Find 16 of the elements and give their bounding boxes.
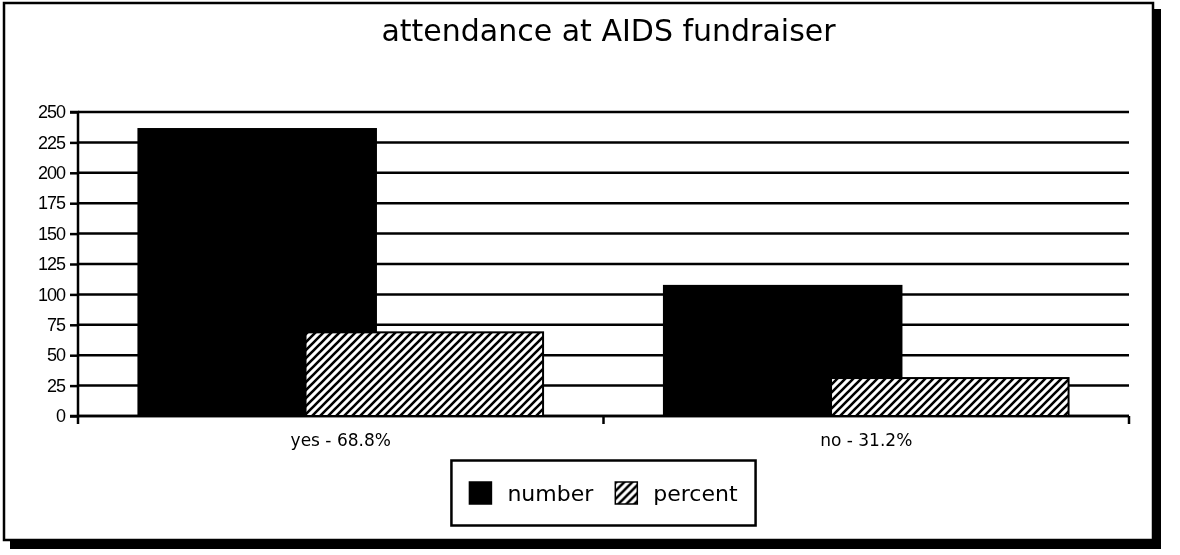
x-tick-label: yes - 68.8%: [290, 430, 391, 450]
y-tick-label: 25: [46, 375, 66, 396]
y-tick-label: 50: [46, 345, 66, 366]
y-tick-label: 250: [37, 102, 66, 123]
chart-title: attendance at AIDS fundraiser: [381, 13, 837, 48]
legend-label: number: [507, 481, 595, 506]
legend-label: percent: [653, 481, 738, 506]
y-tick-label: 225: [37, 132, 66, 153]
y-tick-label: 150: [37, 223, 66, 244]
y-tick-label: 0: [55, 406, 66, 427]
y-tick-label: 200: [37, 163, 66, 184]
x-tick-label: no - 31.2%: [820, 430, 913, 450]
y-tick-label: 75: [46, 315, 66, 336]
y-tick-label: 100: [37, 284, 66, 305]
y-tick-label: 125: [37, 254, 66, 275]
y-tick-label: 175: [37, 193, 66, 214]
